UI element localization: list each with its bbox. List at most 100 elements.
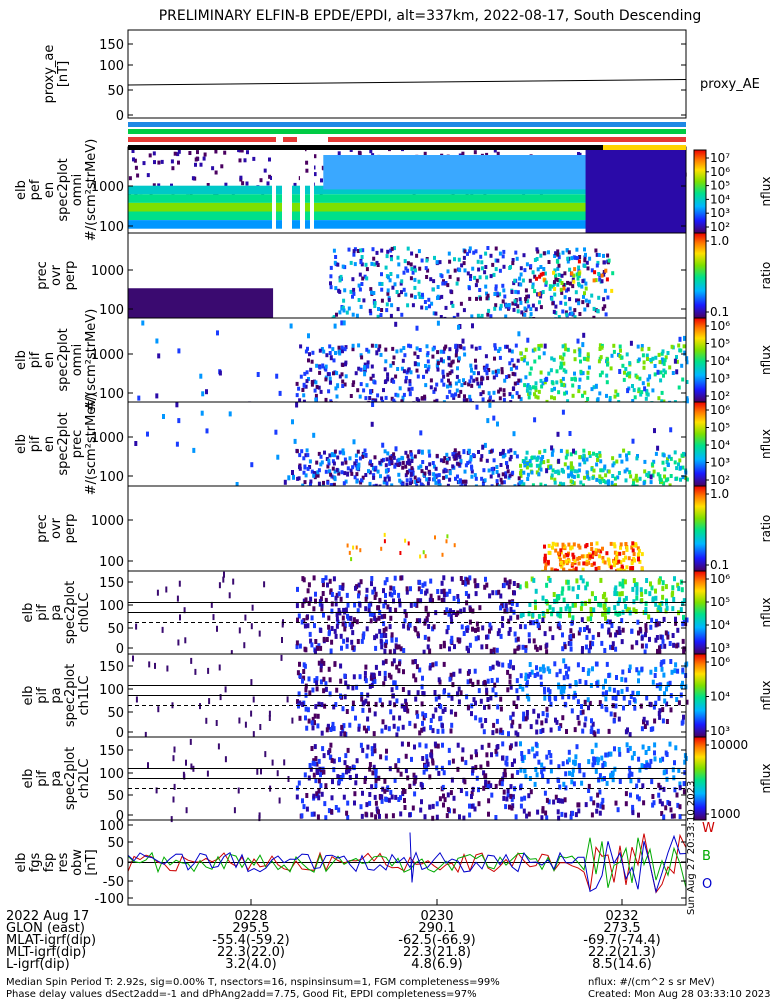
flux-cell <box>314 397 318 402</box>
pa-cell <box>459 608 463 614</box>
pa-cell <box>600 703 604 709</box>
pa-cell <box>665 719 669 724</box>
flux-cell <box>400 366 404 371</box>
flux-cell <box>651 473 655 478</box>
flux-cell <box>454 381 458 386</box>
pa-cell <box>515 602 519 607</box>
flux-cell <box>549 368 553 373</box>
pa-cell <box>524 676 528 681</box>
pa-cell <box>574 812 578 818</box>
ratio-cell <box>533 258 537 262</box>
pa-cell <box>361 707 365 713</box>
flux-cell <box>355 479 359 484</box>
pa-cell <box>597 757 600 763</box>
speckle <box>183 607 186 614</box>
colorbar-tick-label: 1.0 <box>710 234 729 248</box>
pa-cell <box>662 770 666 776</box>
pa-cell <box>449 608 452 614</box>
ratio-cell <box>563 544 567 549</box>
pa-cell <box>620 676 624 682</box>
flux-cell <box>419 482 423 487</box>
pa-cell <box>489 625 493 631</box>
flux-cell <box>534 385 538 390</box>
pa-cell <box>578 678 582 684</box>
flux-cell <box>502 454 506 459</box>
pa-cell <box>640 635 644 641</box>
pa-cell <box>571 810 575 816</box>
speckle <box>156 589 159 596</box>
pa-cell <box>681 680 684 686</box>
pa-cell <box>328 629 331 635</box>
flux-cell <box>509 454 513 459</box>
pa-cell <box>317 778 321 784</box>
y-tick-label: 50 <box>107 836 124 851</box>
pa-cell <box>346 800 350 806</box>
pa-cell <box>609 751 613 757</box>
speckle <box>250 462 254 468</box>
flux-cell <box>447 362 451 367</box>
flux-cell <box>541 381 545 386</box>
speckle <box>252 156 256 161</box>
pa-cell <box>452 671 456 677</box>
flux-cell <box>520 356 524 361</box>
pa-cell <box>411 805 415 811</box>
ratio-cell <box>358 287 362 292</box>
colorbar-tick-label: 10³ <box>710 456 730 470</box>
speckle <box>346 471 350 477</box>
ratio-cell <box>570 545 574 550</box>
pa-cell <box>362 725 366 731</box>
pa-cell <box>462 631 466 636</box>
pa-cell <box>368 762 372 767</box>
flux-cell <box>557 390 561 395</box>
flux-cell <box>415 397 419 402</box>
flux-cell <box>555 380 559 385</box>
pa-cell <box>330 608 334 614</box>
pa-cell <box>353 791 357 797</box>
speckle <box>135 623 138 630</box>
pa-cell <box>531 746 535 752</box>
speckle <box>342 320 346 326</box>
flux-cell <box>423 394 427 399</box>
ratio-cell <box>375 260 379 265</box>
ratio-cell <box>537 292 541 297</box>
speckle <box>250 710 253 717</box>
speckle <box>162 414 165 419</box>
flux-cell <box>569 452 573 457</box>
pa-cell <box>672 642 676 648</box>
pa-cell <box>525 679 529 685</box>
flux-cell <box>535 470 539 475</box>
ratio-cell <box>360 282 364 286</box>
speckle <box>219 694 222 701</box>
pa-cell <box>580 704 583 709</box>
flux-cell <box>595 462 599 467</box>
pa-cell <box>557 764 561 770</box>
ratio-cell <box>338 289 342 294</box>
ratio-cell <box>575 256 579 261</box>
ratio-cell <box>600 279 604 284</box>
flux-cell <box>438 483 442 488</box>
flux-cell <box>359 353 363 358</box>
pa-cell <box>442 592 446 598</box>
flux-cell <box>484 354 488 359</box>
speckle <box>185 807 188 814</box>
ratio-cell <box>570 311 574 316</box>
date-label: 2022 Aug 17 <box>6 909 89 924</box>
pa-cell <box>622 598 626 604</box>
pa-cell <box>346 613 349 619</box>
pa-cell <box>323 801 327 807</box>
pa-cell <box>591 641 595 647</box>
flux-cell <box>435 363 439 368</box>
pa-cell <box>548 695 552 701</box>
pa-cell <box>611 770 615 776</box>
pa-cell <box>506 788 510 794</box>
speckle <box>258 815 261 822</box>
flux-cell <box>473 473 477 478</box>
pa-cell <box>304 597 308 603</box>
pa-cell <box>571 767 575 773</box>
flux-cell <box>310 382 314 387</box>
speckle <box>448 470 452 476</box>
pa-cell <box>459 576 463 581</box>
legend-o: O <box>702 877 712 892</box>
pa-cell <box>515 678 519 684</box>
